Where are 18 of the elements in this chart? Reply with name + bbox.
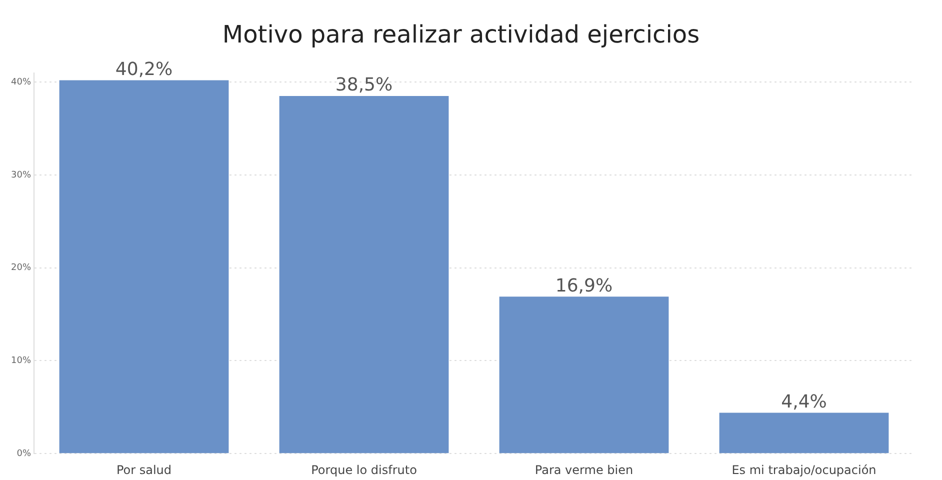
data-label: 4,4%: [781, 391, 827, 412]
data-label: 16,9%: [555, 275, 613, 296]
bar: [279, 96, 449, 454]
y-tick-label: 0%: [16, 448, 32, 459]
y-tick-label: 20%: [10, 263, 32, 274]
bar: [59, 80, 229, 454]
x-tick-label: Es mi trabajo/ocupación: [732, 462, 876, 477]
y-tick-label: 40%: [10, 77, 32, 88]
x-tick-label: Para verme bien: [534, 462, 634, 477]
x-tick-label: Porque lo disfruto: [311, 462, 417, 477]
x-tick-label: Por salud: [116, 462, 172, 477]
data-label: 38,5%: [335, 74, 393, 96]
data-label: 40,2%: [115, 58, 173, 80]
bar: [719, 412, 889, 454]
bar: [499, 296, 669, 454]
y-tick-label: 30%: [10, 170, 32, 180]
chart-title: Motivo para realizar actividad ejercicios: [222, 20, 700, 49]
y-tick-label: 10%: [10, 356, 32, 366]
